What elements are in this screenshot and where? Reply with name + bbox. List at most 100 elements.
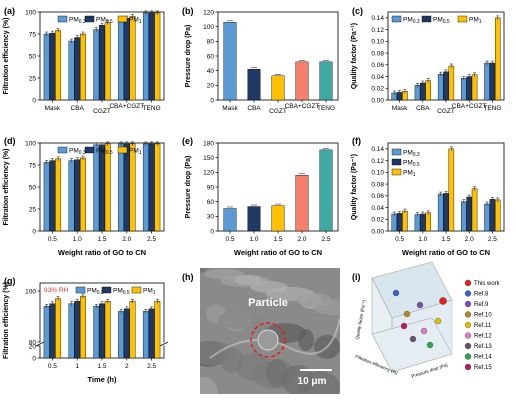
x-tick-label: TENG: [483, 105, 501, 112]
x-axis-label: Weight ratio of GO to CN: [402, 248, 490, 257]
legend-swatch: [391, 158, 402, 166]
y-tick-label: 120: [203, 9, 214, 16]
bar-pm05: [148, 308, 155, 359]
y-tick-label: 0.12: [371, 158, 384, 165]
y-tick-label: 0.00: [371, 97, 384, 104]
y-tick-label: 0.04: [371, 74, 384, 81]
bar-pm05: [443, 193, 449, 232]
panel-label: (e): [182, 136, 193, 146]
sem-texture: [236, 353, 270, 381]
particle-highlight-circle: [250, 322, 286, 358]
z-axis-label: Quality factor (Pa⁻¹): [355, 299, 367, 340]
x-tick-label: 1.5: [97, 236, 106, 243]
particle-sphere: [257, 329, 279, 351]
panel-label: (h): [182, 272, 194, 282]
panel-label: (g): [4, 276, 16, 286]
sem-fiber: [209, 317, 340, 359]
bar-pm03: [142, 143, 149, 232]
y-tick-label: 0.02: [371, 86, 384, 93]
sem-texture: [296, 293, 332, 307]
y-tick-label: 90: [207, 184, 215, 191]
legend-label: PM0.3: [87, 288, 104, 297]
x-tick-label: 1.5: [441, 236, 450, 243]
legend-label: This work: [474, 281, 501, 287]
x-tick-label: CBA: [71, 105, 85, 112]
legend-marker: [464, 342, 472, 350]
panel-label: (i): [352, 272, 361, 282]
y-tick-label: 100: [25, 288, 36, 295]
legend-label: Ref.13: [474, 344, 492, 350]
legend-swatch: [391, 15, 402, 23]
x-tick-label: 2.0: [465, 236, 474, 243]
sem-micrograph: [200, 268, 340, 394]
bar-pm1: [154, 301, 161, 359]
legend-swatch: [131, 286, 142, 294]
x-tick-label: 2.5: [321, 236, 330, 243]
bar-pm03: [93, 29, 100, 101]
bar-pm05: [49, 303, 56, 359]
bar-pm05: [466, 76, 472, 101]
bar-pm03: [118, 20, 124, 101]
bar-pm05: [443, 71, 449, 101]
y-tick-label: 100: [25, 140, 36, 147]
bar-15: [271, 205, 285, 232]
x-tick-label: 0.5: [395, 236, 404, 243]
bar-pm05: [466, 196, 472, 232]
bar-pm05: [148, 12, 155, 101]
legend-swatch: [101, 286, 112, 294]
legend-swatch: [75, 286, 86, 294]
bar-pm1: [129, 143, 136, 232]
bar-pm1: [129, 16, 136, 101]
bar-pm1: [104, 22, 111, 101]
bar-pm03: [68, 40, 75, 101]
legend-label: Ref.9: [474, 302, 489, 308]
axis-break-mark: [159, 341, 169, 347]
bar-pm1: [495, 17, 501, 101]
x-tick-label: CGZT: [93, 108, 111, 115]
x-tick-label: Mask: [392, 105, 408, 112]
scatter-point: [400, 322, 408, 330]
bar-pm1: [448, 148, 455, 232]
bar-pm05: [123, 143, 130, 232]
x-tick-label: Mask: [222, 105, 238, 112]
x-tick-label: 0.5: [225, 236, 234, 243]
legend-swatch: [84, 146, 95, 154]
bar-pm05: [49, 160, 56, 232]
legend-label: PM1: [469, 17, 482, 26]
x-axis-label: Weight ratio of GO to CN: [58, 248, 146, 257]
scatter-point: [420, 327, 428, 335]
legend-label: Ref.10: [474, 313, 492, 319]
scatter-point: [426, 341, 434, 349]
panel-label: (d): [4, 136, 16, 146]
bar-pm1: [55, 298, 62, 359]
x-tick-label: 2.0: [122, 236, 131, 243]
panel-label: (a): [4, 6, 15, 16]
bar-pm03: [43, 306, 50, 359]
legend-marker: [464, 321, 472, 329]
legend-swatch: [117, 146, 128, 154]
x-tick-label: 1.0: [73, 236, 82, 243]
x-tick-label: CBA: [416, 105, 430, 112]
y-tick-label: 50: [29, 184, 37, 191]
sem-texture: [250, 281, 288, 293]
bar-pm03: [391, 213, 397, 232]
y-tick-label: 50: [29, 53, 37, 60]
bar-pm03: [93, 306, 100, 359]
bar-pm1: [80, 295, 86, 359]
bar-pm1: [471, 74, 478, 101]
x-tick-label: 1.0: [418, 236, 427, 243]
y-axis-label: Pressure drop (Pa): [185, 156, 192, 219]
legend-swatch: [391, 168, 402, 176]
legend-swatch: [391, 148, 402, 156]
y-tick-label: 0: [32, 97, 36, 104]
legend-label: PM1: [129, 148, 142, 157]
x-tick-label: 2.5: [488, 236, 497, 243]
y-tick-label: 0.10: [371, 170, 384, 177]
bar-pm03: [461, 201, 467, 232]
bar-pm1: [80, 33, 86, 101]
legend-swatch: [57, 15, 68, 23]
bar-pm1: [55, 30, 62, 101]
panel-f: (f) Quality factor (Pa⁻¹) Weight ratio of …: [351, 136, 505, 257]
particle-label: Particle: [248, 297, 288, 309]
legend-marker: [464, 363, 472, 371]
